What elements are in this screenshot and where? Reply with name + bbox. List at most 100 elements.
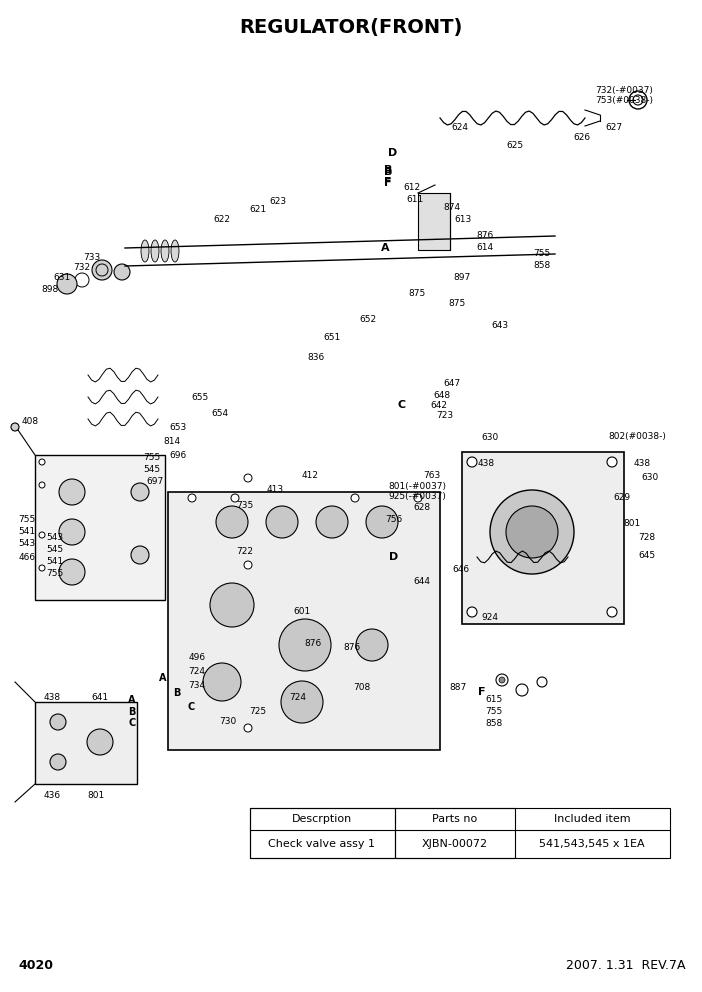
Circle shape [366, 506, 398, 538]
Text: 722: 722 [237, 548, 253, 557]
Text: 541: 541 [18, 528, 36, 537]
Bar [168, 492, 440, 750]
Text: 763: 763 [423, 470, 441, 479]
Text: 2007. 1.31  REV.7A: 2007. 1.31 REV.7A [567, 959, 686, 972]
Text: 654: 654 [211, 409, 229, 418]
Circle shape [266, 506, 298, 538]
Text: 630: 630 [482, 433, 498, 441]
Text: C: C [187, 702, 194, 712]
Ellipse shape [171, 240, 179, 262]
Circle shape [57, 274, 77, 294]
Circle shape [244, 724, 252, 732]
Text: B: B [173, 688, 180, 698]
Text: B: B [384, 165, 392, 175]
Text: 733: 733 [84, 254, 100, 263]
Text: 898: 898 [41, 286, 59, 295]
Circle shape [114, 264, 130, 280]
Text: 496: 496 [188, 654, 206, 663]
Text: 438: 438 [633, 458, 651, 467]
Text: 611: 611 [406, 195, 423, 204]
Text: 466: 466 [18, 554, 36, 562]
Circle shape [414, 494, 422, 502]
Circle shape [490, 490, 574, 574]
Text: 614: 614 [477, 243, 494, 253]
Circle shape [50, 754, 66, 770]
Text: A: A [380, 243, 390, 253]
Ellipse shape [141, 240, 149, 262]
Text: 724: 724 [289, 692, 307, 701]
Text: 624: 624 [451, 123, 468, 133]
Text: 541: 541 [46, 558, 64, 566]
Text: 730: 730 [219, 717, 237, 726]
Text: B: B [128, 707, 135, 717]
Text: 836: 836 [307, 353, 324, 362]
Text: 647: 647 [444, 379, 461, 388]
Circle shape [506, 506, 558, 558]
Circle shape [131, 483, 149, 501]
Text: 655: 655 [192, 394, 208, 403]
Text: 651: 651 [324, 333, 340, 342]
Circle shape [203, 663, 241, 701]
Text: 623: 623 [270, 197, 286, 206]
Text: 734: 734 [188, 682, 206, 690]
Text: A: A [128, 695, 135, 705]
Text: 876: 876 [304, 639, 322, 648]
Text: 438: 438 [44, 693, 60, 702]
Text: F: F [384, 178, 392, 188]
Text: 653: 653 [169, 424, 187, 433]
Text: 436: 436 [44, 791, 60, 800]
Text: 708: 708 [353, 683, 371, 692]
Text: 753(#0038-): 753(#0038-) [595, 95, 653, 104]
Circle shape [356, 629, 388, 661]
Text: 723: 723 [437, 412, 453, 421]
Circle shape [351, 494, 359, 502]
Bar [395, 808, 515, 858]
Text: 858: 858 [485, 719, 503, 728]
Circle shape [39, 482, 45, 488]
Text: 755: 755 [143, 453, 161, 462]
Text: 725: 725 [249, 707, 267, 716]
Bar [35, 702, 137, 784]
Text: 642: 642 [430, 401, 447, 410]
Text: 755: 755 [485, 707, 503, 716]
Text: 622: 622 [213, 215, 230, 224]
Text: 652: 652 [359, 315, 376, 324]
Text: 814: 814 [164, 437, 180, 446]
Text: 732(-#0037): 732(-#0037) [595, 85, 653, 94]
Text: 897: 897 [453, 274, 470, 283]
Text: Parts no: Parts no [432, 814, 477, 824]
Text: Descrption: Descrption [292, 814, 352, 824]
Text: 801: 801 [87, 791, 105, 800]
Circle shape [59, 519, 85, 545]
Circle shape [50, 714, 66, 730]
Text: 876: 876 [477, 230, 494, 239]
Text: 755: 755 [534, 249, 550, 258]
Text: 644: 644 [413, 577, 430, 586]
Text: REGULATOR(FRONT): REGULATOR(FRONT) [239, 18, 463, 37]
Text: 615: 615 [485, 695, 503, 704]
Circle shape [244, 561, 252, 569]
Bar [250, 808, 395, 858]
Circle shape [467, 457, 477, 467]
Text: 755: 755 [46, 569, 64, 578]
Circle shape [188, 494, 196, 502]
Text: 887: 887 [449, 683, 467, 692]
Text: 874: 874 [444, 203, 461, 212]
Text: 875: 875 [449, 299, 465, 308]
Text: 697: 697 [147, 477, 164, 486]
Text: D: D [390, 552, 399, 562]
Circle shape [499, 677, 505, 683]
Text: D: D [388, 148, 397, 158]
Circle shape [39, 459, 45, 465]
Text: 612: 612 [404, 184, 420, 192]
Ellipse shape [151, 240, 159, 262]
Text: C: C [398, 400, 406, 410]
Circle shape [11, 423, 19, 431]
Text: 408: 408 [22, 418, 39, 427]
Text: 801(-#0037): 801(-#0037) [388, 481, 446, 490]
Circle shape [131, 546, 149, 564]
Circle shape [607, 607, 617, 617]
Text: 621: 621 [249, 205, 267, 214]
Ellipse shape [161, 240, 169, 262]
Text: 648: 648 [433, 391, 451, 400]
